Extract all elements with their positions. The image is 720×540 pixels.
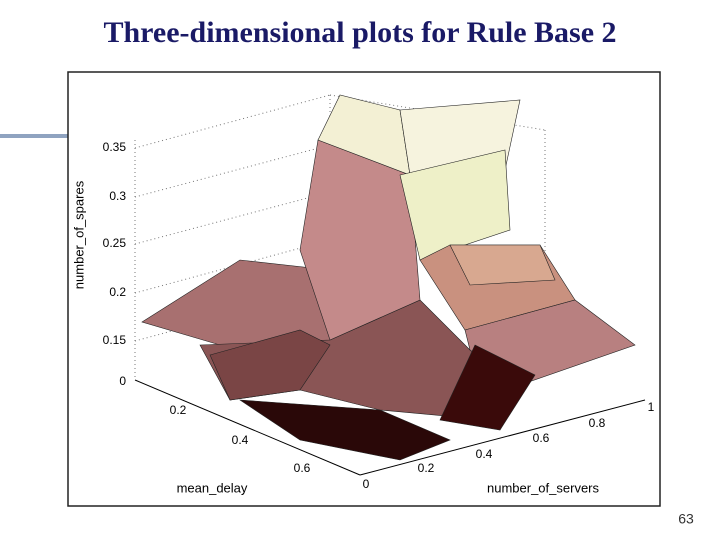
z-tick-label: 0.35 [103, 140, 127, 154]
x-tick-label: 0.2 [170, 403, 187, 417]
z-axis-label: number_of_spares [71, 180, 86, 289]
z-tick-label: 0.2 [109, 285, 126, 299]
figure: number_of_spares 0.35 0.3 0.25 0.2 0.15 … [67, 71, 661, 507]
z-tick-label: 0 [119, 374, 126, 388]
z-tick-label: 0.15 [103, 333, 127, 347]
page-number: 63 [678, 511, 694, 527]
z-tick-label: 0.25 [103, 236, 127, 250]
y-tick-label: 0.8 [589, 416, 606, 430]
y-tick-label: 1 [648, 400, 655, 414]
x-tick-label: 0.6 [294, 461, 311, 475]
y-tick-label: 0.6 [533, 431, 550, 445]
y-axis-label: number_of_servers [487, 480, 599, 495]
surface [141, 94, 636, 461]
z-tick-label: 0.3 [109, 189, 126, 203]
y-tick-label: 0.2 [418, 461, 435, 475]
x-axis-label: mean_delay [177, 480, 248, 495]
x-tick-label: 0.4 [232, 433, 249, 447]
slide-title: Three-dimensional plots for Rule Base 2 [103, 16, 616, 49]
y-tick-label: 0.4 [476, 447, 493, 461]
y-tick-label: 0 [363, 477, 370, 491]
